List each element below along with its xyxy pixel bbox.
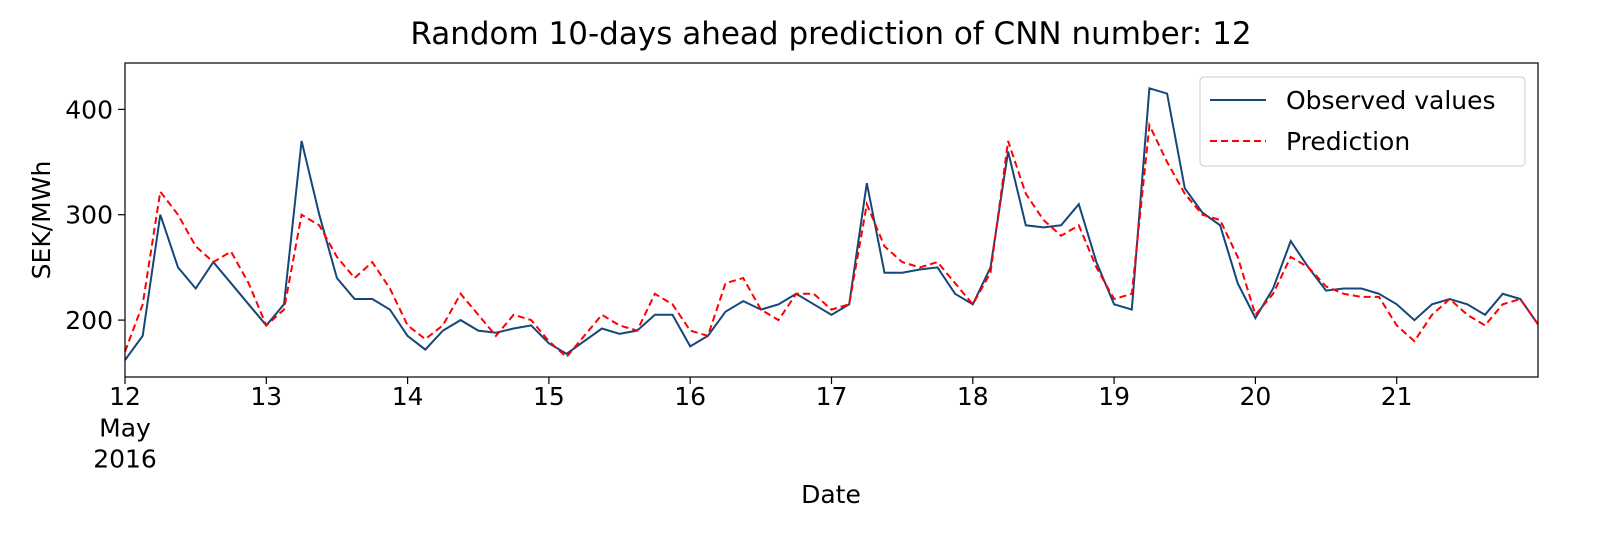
axes-frame <box>124 62 1539 378</box>
x-tick-label: 19 <box>1098 382 1130 411</box>
y-tick-label: 400 <box>65 95 113 124</box>
x-tick-label: 20 <box>1239 382 1271 411</box>
chart-title: Random 10-days ahead prediction of CNN n… <box>410 16 1251 52</box>
x-tick-label: 16 <box>674 382 706 411</box>
y-tick-label: 300 <box>65 201 113 230</box>
legend: Observed values Prediction <box>1199 76 1526 167</box>
legend-label: Prediction <box>1286 127 1410 156</box>
y-axis-label: SEK/MWh <box>27 161 56 280</box>
x-tick-label: 14 <box>392 382 424 411</box>
y-tick-label: 200 <box>65 306 113 335</box>
legend-label: Observed values <box>1286 86 1496 115</box>
series-line <box>124 121 1539 359</box>
x-tick-label: 15 <box>533 382 565 411</box>
x-tick-label: 12 May 2016 <box>93 382 157 474</box>
legend-box <box>1199 76 1526 167</box>
x-tick-label: 18 <box>957 382 989 411</box>
series-line <box>124 86 1539 361</box>
x-tick-label: 13 <box>250 382 282 411</box>
x-tick-label: 21 <box>1381 382 1413 411</box>
x-axis-label: Date <box>801 480 861 509</box>
x-tick-label: 17 <box>816 382 848 411</box>
